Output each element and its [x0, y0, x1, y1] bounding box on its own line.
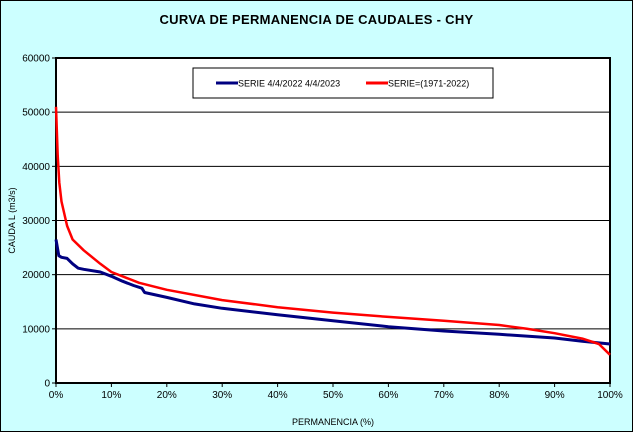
y-tick-label: 10000 [22, 324, 50, 335]
y-tick-label: 30000 [22, 216, 50, 227]
x-tick-label: 60% [378, 390, 398, 401]
y-tick-label: 0 [44, 379, 50, 390]
legend-label: SERIE 4/4/2022 4/4/2023 [238, 79, 340, 89]
x-axis-label: PERMANENCIA (%) [292, 417, 374, 427]
chart-title: CURVA DE PERMANENCIA DE CAUDALES - CHY [159, 12, 474, 27]
x-tick-label: 50% [323, 390, 343, 401]
series-line-1 [54, 239, 611, 346]
series-line-2 [54, 106, 611, 356]
x-tick-label: 90% [545, 390, 565, 401]
x-tick-label: 10% [101, 390, 121, 401]
x-tick-label: 70% [434, 390, 454, 401]
y-tick-label: 50000 [22, 108, 50, 119]
legend-label: SERIE=(1971-2022) [388, 79, 469, 89]
y-tick-label: 60000 [22, 54, 50, 65]
plot-border [55, 57, 611, 384]
x-tick-label: 100% [597, 390, 623, 401]
y-axis-label: CAUDA L (m3/s) [7, 187, 17, 253]
x-tick-label: 0% [49, 390, 64, 401]
x-tick-label: 20% [157, 390, 177, 401]
x-tick-label: 40% [268, 390, 288, 401]
y-tick-label: 40000 [22, 162, 50, 173]
y-tick-label: 20000 [22, 270, 50, 281]
x-tick-label: 80% [489, 390, 509, 401]
x-tick-label: 30% [212, 390, 232, 401]
legend-box [192, 67, 494, 99]
